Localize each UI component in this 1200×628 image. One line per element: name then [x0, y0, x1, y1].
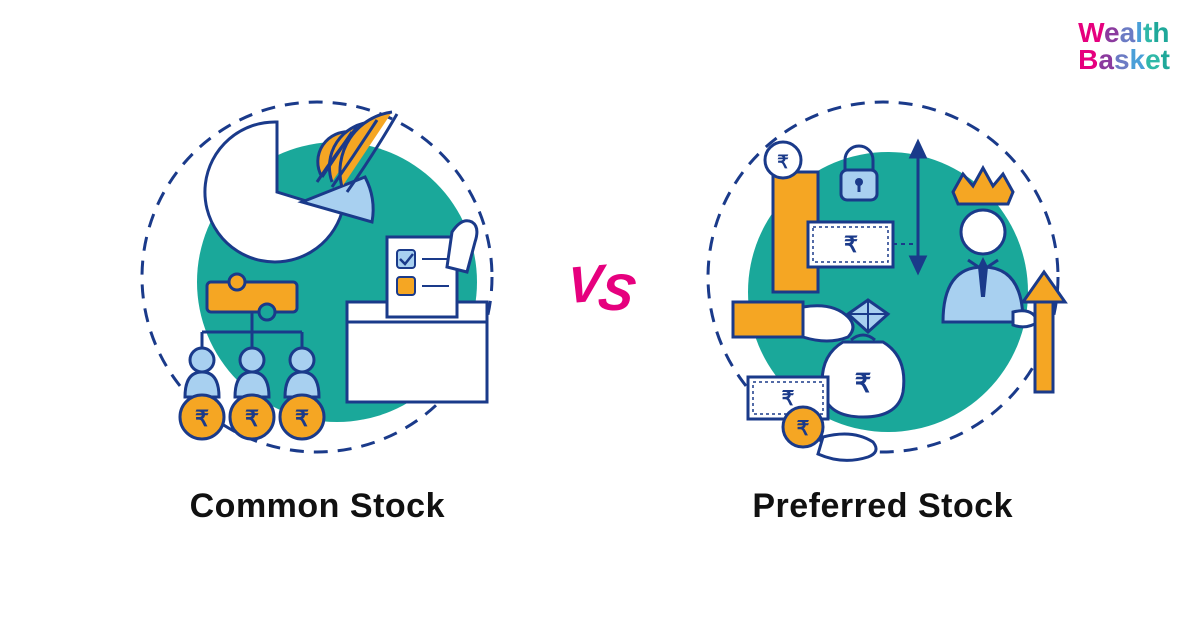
rupee-symbol: ₹ [777, 152, 789, 172]
rupee-symbol: ₹ [295, 406, 309, 431]
common-stock-illustration: ₹ ₹ ₹ [127, 82, 507, 462]
shareholders-icon [185, 348, 319, 397]
caption-preferred-stock: Preferred Stock [752, 487, 1013, 526]
brand-logo: Wealth Basket [1078, 20, 1170, 73]
vs-divider: VS [563, 259, 637, 319]
rupee-symbol: ₹ [781, 388, 794, 410]
rupee-symbol: ₹ [796, 418, 809, 440]
comparison-row: ₹ ₹ ₹ Common Stock VS [0, 0, 1200, 628]
rupee-symbol: ₹ [195, 406, 209, 431]
rupee-symbol: ₹ [854, 368, 871, 398]
panel-preferred-stock: ₹ ₹ [693, 82, 1073, 526]
panel-common-stock: ₹ ₹ ₹ Common Stock [127, 82, 507, 526]
rupee-coins-icon: ₹ ₹ ₹ [180, 395, 324, 439]
rupee-bar-icon: ₹ [765, 142, 818, 292]
rupee-symbol: ₹ [844, 232, 858, 257]
preferred-stock-illustration: ₹ ₹ [693, 82, 1073, 462]
caption-common-stock: Common Stock [190, 487, 445, 526]
padlock-icon [841, 146, 877, 200]
rupee-symbol: ₹ [245, 406, 259, 431]
